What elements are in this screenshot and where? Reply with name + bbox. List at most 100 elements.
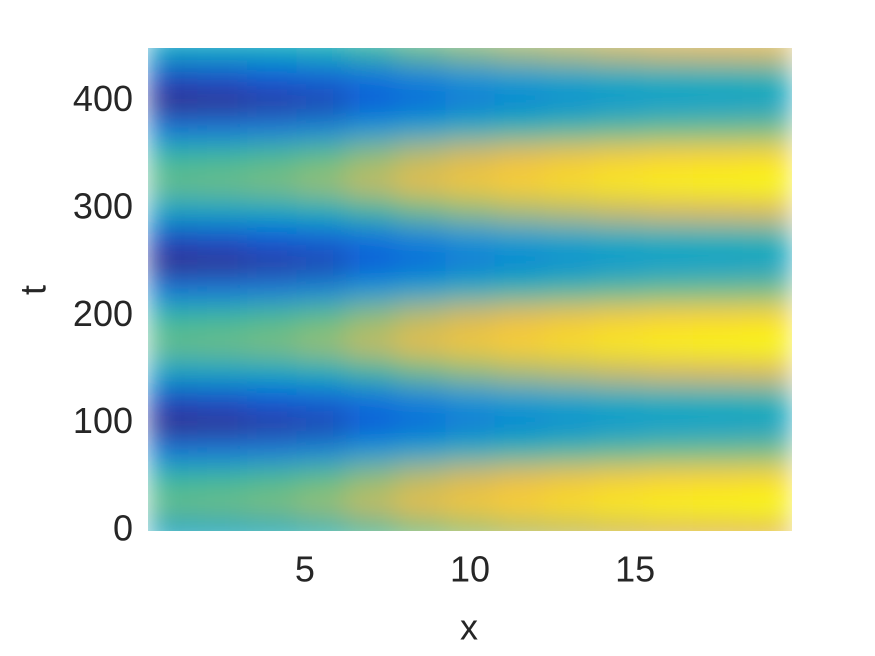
heatmap-cell bbox=[197, 383, 248, 411]
heatmap-cell bbox=[445, 276, 496, 304]
heatmap-cell bbox=[544, 517, 595, 531]
heatmap-cell bbox=[494, 410, 545, 438]
heatmap-cell bbox=[346, 302, 397, 331]
heatmap-cell bbox=[247, 517, 298, 531]
heatmap-cell bbox=[346, 141, 397, 170]
heatmap-cell bbox=[445, 48, 496, 62]
heatmap-cell bbox=[494, 302, 545, 331]
heatmap-cell bbox=[494, 48, 545, 62]
heatmap-cell bbox=[296, 48, 347, 62]
heatmap-cell bbox=[197, 222, 248, 250]
heatmap-cell bbox=[494, 383, 545, 411]
heatmap-cell bbox=[197, 463, 248, 492]
heatmap-cell bbox=[544, 195, 595, 223]
heatmap-cell bbox=[296, 517, 347, 531]
heatmap-cell bbox=[148, 88, 199, 116]
heatmap-cell bbox=[544, 463, 595, 492]
heatmap-cell bbox=[395, 249, 446, 277]
heatmap-cell bbox=[742, 463, 792, 492]
heatmap-cell bbox=[692, 141, 743, 170]
heatmap-cell bbox=[544, 222, 595, 250]
heatmap-cell bbox=[395, 356, 446, 384]
heatmap-cell bbox=[296, 222, 347, 250]
x-axis-label: x bbox=[460, 607, 478, 648]
heatmap-cell bbox=[346, 490, 397, 519]
heatmap-cell bbox=[148, 276, 199, 304]
heatmap-cell bbox=[593, 141, 644, 170]
heatmap-cell bbox=[148, 356, 199, 384]
heatmap-cell bbox=[148, 490, 199, 519]
heatmap-cell bbox=[544, 329, 595, 358]
heatmap-cell bbox=[395, 383, 446, 411]
heatmap-cell bbox=[346, 222, 397, 250]
heatmap-cell bbox=[247, 463, 298, 492]
heatmap-cell bbox=[346, 276, 397, 304]
heatmap-cell bbox=[593, 276, 644, 304]
heatmap-cell bbox=[247, 61, 298, 89]
heatmap-cell bbox=[544, 490, 595, 519]
heatmap-cell bbox=[544, 276, 595, 304]
heatmap-cell bbox=[593, 437, 644, 465]
heatmap-cell bbox=[197, 168, 248, 197]
heatmap-cell bbox=[742, 329, 792, 358]
y-tick-label: 200 bbox=[73, 293, 133, 334]
heatmap-cell bbox=[643, 517, 694, 531]
heatmap-cell bbox=[247, 356, 298, 384]
heatmap-cell bbox=[296, 410, 347, 438]
heatmap-cell bbox=[445, 115, 496, 143]
heatmap-cell bbox=[395, 490, 446, 519]
heatmap-cell bbox=[643, 141, 694, 170]
heatmap-cell bbox=[445, 463, 496, 492]
heatmap-cell bbox=[544, 302, 595, 331]
heatmap-cell bbox=[544, 48, 595, 62]
x-tick-label: 5 bbox=[295, 549, 315, 590]
heatmap-cell bbox=[494, 517, 545, 531]
heatmap-cell bbox=[593, 195, 644, 223]
heatmap-cell bbox=[742, 437, 792, 465]
heatmap-cells bbox=[148, 48, 792, 531]
heatmap-cell bbox=[395, 437, 446, 465]
heatmap-cell bbox=[296, 168, 347, 197]
heatmap-cell bbox=[148, 463, 199, 492]
heatmap-cell bbox=[643, 195, 694, 223]
heatmap-cell bbox=[197, 48, 248, 62]
heatmap-cell bbox=[445, 249, 496, 277]
heatmap-cell bbox=[692, 410, 743, 438]
heatmap-cell bbox=[395, 88, 446, 116]
heatmap-cell bbox=[643, 222, 694, 250]
heatmap-cell bbox=[445, 195, 496, 223]
heatmap-cell bbox=[593, 329, 644, 358]
heatmap-cell bbox=[692, 61, 743, 89]
heatmap-cell bbox=[197, 410, 248, 438]
heatmap-cell bbox=[593, 490, 644, 519]
heatmap-cell bbox=[296, 302, 347, 331]
heatmap-cell bbox=[395, 302, 446, 331]
heatmap-cell bbox=[197, 437, 248, 465]
heatmap-cell bbox=[593, 61, 644, 89]
heatmap-cell bbox=[692, 168, 743, 197]
heatmap-cell bbox=[494, 437, 545, 465]
heatmap-cell bbox=[494, 249, 545, 277]
heatmap-cell bbox=[395, 410, 446, 438]
heatmap-cell bbox=[742, 61, 792, 89]
heatmap-cell bbox=[197, 329, 248, 358]
heatmap-cell bbox=[247, 48, 298, 62]
heatmap-cell bbox=[148, 141, 199, 170]
heatmap-cell bbox=[692, 88, 743, 116]
heatmap-cell bbox=[494, 276, 545, 304]
y-tick-label: 400 bbox=[73, 78, 133, 119]
heatmap-cell bbox=[296, 437, 347, 465]
heatmap-cell bbox=[494, 356, 545, 384]
heatmap-cell bbox=[445, 490, 496, 519]
heatmap-cell bbox=[197, 356, 248, 384]
heatmap-cell bbox=[742, 383, 792, 411]
heatmap-cell bbox=[197, 195, 248, 223]
heatmap-cell bbox=[445, 437, 496, 465]
heatmap-cell bbox=[395, 276, 446, 304]
heatmap-cell bbox=[742, 48, 792, 62]
heatmap-cell bbox=[643, 410, 694, 438]
heatmap-cell bbox=[692, 437, 743, 465]
heatmap-cell bbox=[494, 222, 545, 250]
heatmap-cell bbox=[544, 115, 595, 143]
heatmap-cell bbox=[643, 115, 694, 143]
